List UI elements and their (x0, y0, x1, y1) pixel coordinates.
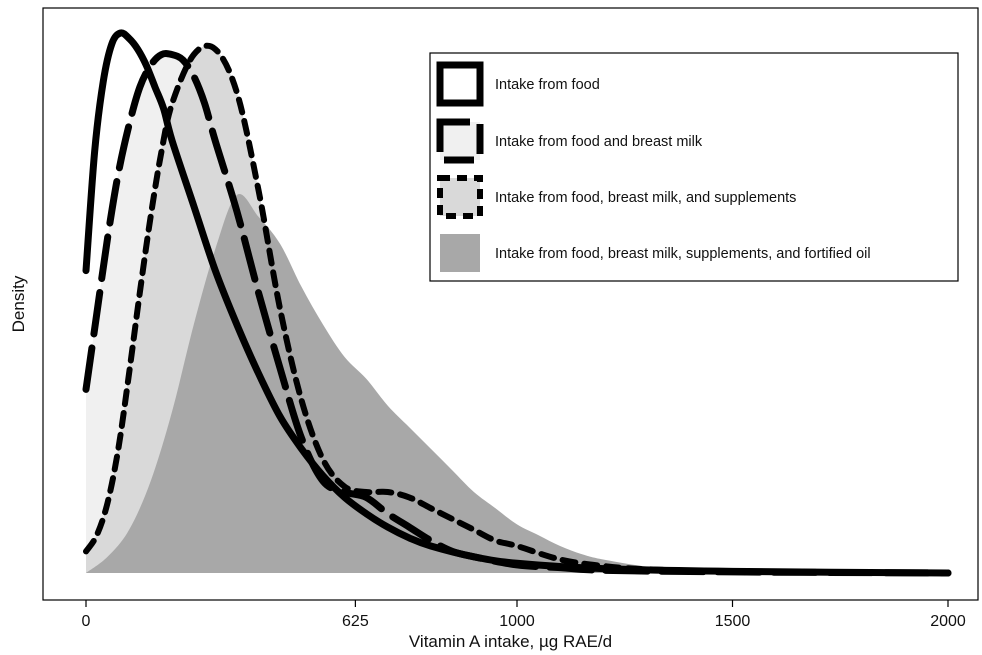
x-tick-label: 1500 (715, 613, 751, 630)
x-axis-title: Vitamin A intake, µg RAE/d (409, 632, 612, 651)
legend-label: Intake from food, breast milk, supplemen… (495, 246, 871, 262)
legend-key (437, 175, 483, 219)
legend-label: Intake from food (495, 77, 600, 93)
legend-label: Intake from food, breast milk, and suppl… (495, 190, 796, 206)
area-4 (86, 194, 948, 573)
series-line-2 (82, 50, 952, 577)
x-tick-label: 0 (82, 613, 91, 630)
legend-key (436, 61, 484, 107)
y-axis-title: Density (9, 275, 28, 332)
x-tick-label: 2000 (930, 613, 966, 630)
legend-key (440, 234, 480, 272)
x-axis: 0 625 1000 1500 2000 (82, 600, 966, 630)
legend-box (429, 52, 959, 282)
legend-key (436, 118, 484, 164)
x-tick-label: 625 (342, 613, 369, 630)
series-line-3 (83, 42, 951, 576)
legend-label: Intake from food and breast milk (495, 134, 703, 150)
x-tick-label: 1000 (499, 613, 535, 630)
legend: Intake from food Intake from food and bre… (429, 52, 959, 282)
line-layer (82, 29, 952, 577)
plot-frame (42, 7, 979, 601)
